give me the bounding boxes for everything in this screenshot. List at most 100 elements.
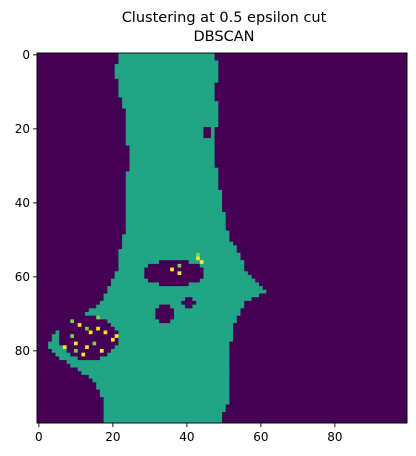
heatmap-cell <box>114 75 219 80</box>
heatmap-cell <box>118 263 149 268</box>
y-tick-label: 0 <box>22 48 30 62</box>
heatmap-cell <box>118 78 219 83</box>
heatmap-cell <box>229 238 408 243</box>
heatmap-cell <box>233 323 408 328</box>
heatmap-cell <box>103 408 227 413</box>
heatmap-cell <box>37 182 127 187</box>
heatmap-cell <box>114 275 145 280</box>
heatmap-cell <box>114 64 219 69</box>
heatmap-cell <box>122 241 234 246</box>
heatmap-cell <box>214 134 408 139</box>
heatmap-cell <box>218 64 408 69</box>
heatmap-cell <box>96 386 230 391</box>
heatmap-cell <box>229 356 408 361</box>
heatmap-cell <box>125 182 219 187</box>
heatmap-cell <box>218 119 408 124</box>
heatmap-cell <box>99 315 156 320</box>
heatmap-cell <box>85 312 156 317</box>
heatmap-cell <box>229 230 408 235</box>
heatmap-cell <box>37 256 119 261</box>
heatmap-cell <box>74 334 116 339</box>
heatmap-cell <box>37 411 104 416</box>
heatmap-cell <box>225 226 408 231</box>
heatmap-cell <box>37 186 127 191</box>
heatmap-cell <box>229 360 408 365</box>
heatmap-cell <box>214 53 408 58</box>
heatmap-cell <box>37 241 123 246</box>
heatmap-cell <box>37 82 119 87</box>
heatmap-cell <box>159 304 171 309</box>
heatmap-cell <box>125 197 223 202</box>
heatmap-cell <box>37 323 79 328</box>
heatmap-cell <box>266 289 408 294</box>
heatmap-cell <box>118 60 219 65</box>
heatmap-cell <box>125 208 223 213</box>
heatmap-cell <box>125 134 204 139</box>
heatmap-cell <box>77 341 93 346</box>
heatmap-cell <box>48 341 60 346</box>
heatmap-cell <box>103 400 230 405</box>
heatmap-cell <box>122 101 219 106</box>
heatmap-cell <box>214 156 408 161</box>
heatmap-cell <box>222 204 408 209</box>
heatmap-cell <box>222 193 408 198</box>
heatmap-cell <box>37 408 104 413</box>
heatmap-cell <box>85 352 108 357</box>
heatmap-cell <box>125 230 230 235</box>
heatmap-cell <box>37 160 130 165</box>
heatmap-cell <box>214 141 408 146</box>
heatmap-cell <box>196 300 245 305</box>
heatmap-cell <box>99 393 230 398</box>
heatmap-cell <box>37 419 104 424</box>
heatmap-cell <box>37 263 119 268</box>
heatmap-cell <box>218 67 408 72</box>
heatmap-cell <box>37 386 97 391</box>
heatmap-cell <box>37 330 56 335</box>
heatmap-cell <box>96 326 101 331</box>
heatmap-cell <box>148 263 178 268</box>
heatmap-cell <box>214 82 408 87</box>
heatmap-cell <box>210 127 215 132</box>
heatmap-cell <box>125 141 215 146</box>
heatmap-cell <box>125 204 223 209</box>
heatmap-cell <box>173 308 241 313</box>
heatmap-cell <box>214 145 408 150</box>
heatmap-cell <box>37 149 130 154</box>
heatmap-cell <box>37 112 127 117</box>
heatmap-cell <box>37 178 127 183</box>
heatmap-cell <box>37 271 116 276</box>
heatmap-cell <box>37 245 123 250</box>
heatmap-cell <box>37 78 119 83</box>
heatmap-cell <box>37 319 71 324</box>
heatmap-cell <box>125 226 227 231</box>
heatmap-cell <box>229 341 408 346</box>
heatmap-cell <box>129 167 219 172</box>
heatmap-cell <box>111 337 116 342</box>
heatmap-cell <box>192 304 245 309</box>
heatmap-cell <box>118 341 230 346</box>
heatmap-cell <box>218 171 408 176</box>
heatmap-cell <box>192 297 252 302</box>
heatmap-cell <box>88 345 116 350</box>
heatmap-cell <box>37 138 127 143</box>
heatmap-cell <box>37 104 123 109</box>
heatmap-cell <box>214 160 408 165</box>
heatmap-cell <box>37 226 127 231</box>
heatmap-cell <box>51 337 60 342</box>
heatmap-cell <box>173 312 241 317</box>
heatmap-cell <box>96 382 230 387</box>
heatmap-cell <box>37 341 49 346</box>
heatmap-cell <box>37 60 119 65</box>
heatmap-cell <box>233 330 408 335</box>
heatmap-cell <box>229 363 408 368</box>
heatmap-cell <box>144 275 204 280</box>
heatmap-cell <box>214 97 408 102</box>
heatmap-cell <box>159 319 171 324</box>
heatmap-cell <box>229 382 408 387</box>
heatmap-cell <box>233 326 408 331</box>
heatmap-cell <box>214 138 408 143</box>
heatmap-cell <box>37 71 116 76</box>
heatmap-cell <box>37 234 123 239</box>
heatmap-cell <box>51 334 60 339</box>
